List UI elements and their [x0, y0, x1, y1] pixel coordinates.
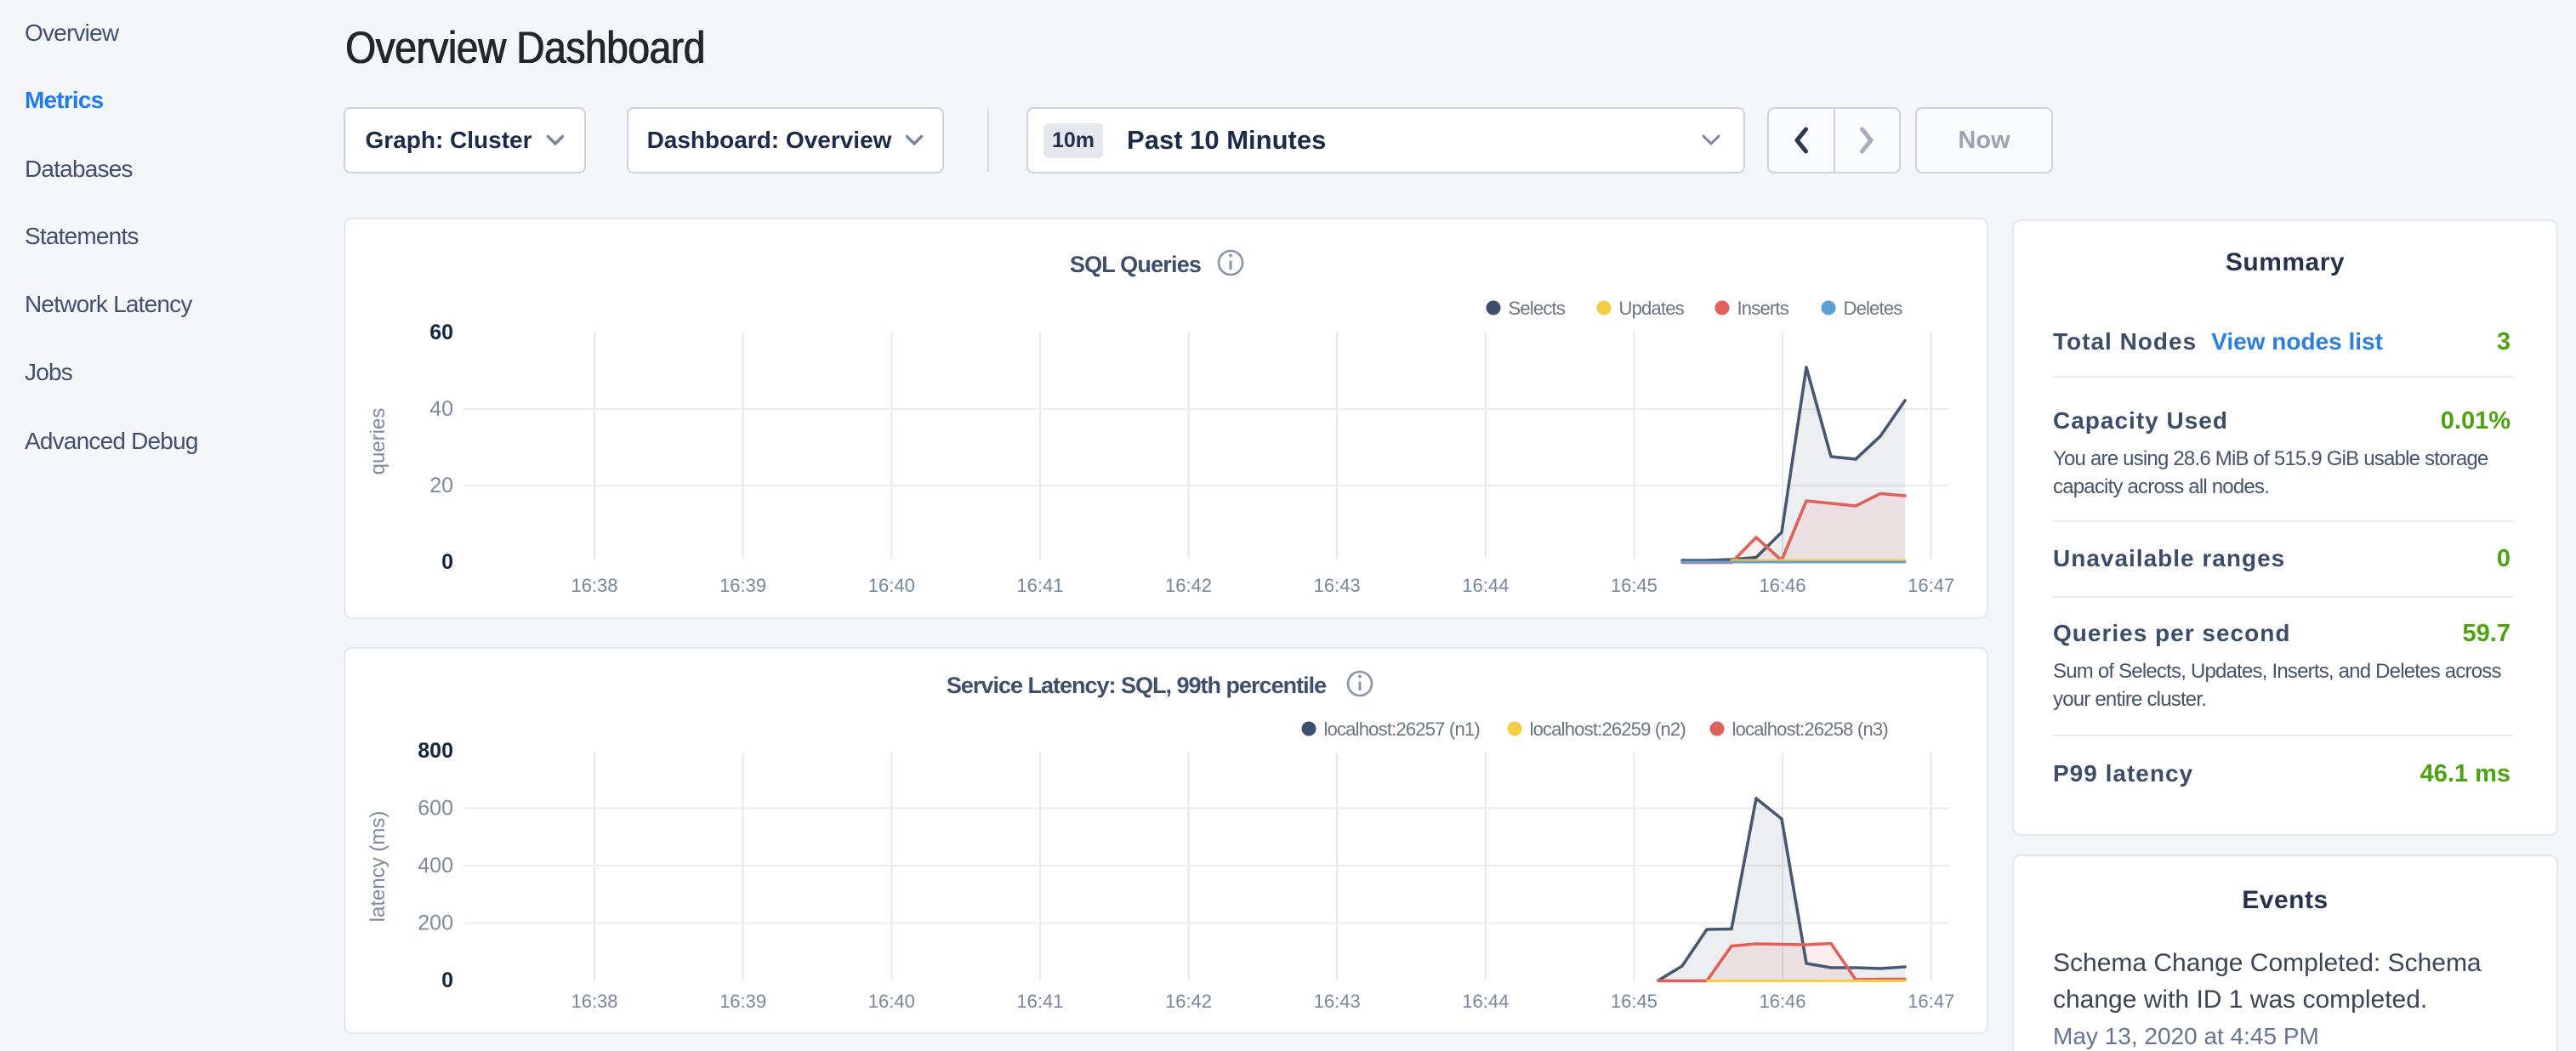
svg-text:16:44: 16:44: [1462, 991, 1509, 1012]
svg-text:16:42: 16:42: [1165, 575, 1212, 596]
svg-text:16:45: 16:45: [1611, 575, 1658, 596]
svg-text:16:46: 16:46: [1759, 991, 1805, 1012]
svg-text:16:42: 16:42: [1165, 991, 1212, 1012]
svg-text:16:39: 16:39: [719, 991, 766, 1012]
svg-text:200: 200: [418, 912, 453, 935]
svg-text:20: 20: [429, 474, 453, 497]
svg-text:localhost:26259 (n2): localhost:26259 (n2): [1530, 719, 1686, 740]
svg-text:400: 400: [418, 854, 453, 878]
svg-text:16:40: 16:40: [868, 991, 915, 1012]
svg-text:16:39: 16:39: [719, 575, 766, 596]
svg-text:Selects: Selects: [1509, 298, 1566, 319]
svg-text:16:43: 16:43: [1314, 575, 1361, 596]
svg-text:SQL Queries: SQL Queries: [1070, 252, 1201, 277]
svg-text:16:38: 16:38: [571, 575, 617, 596]
svg-text:16:40: 16:40: [868, 575, 915, 596]
svg-text:Inserts: Inserts: [1737, 298, 1789, 319]
svg-text:0: 0: [441, 969, 453, 992]
svg-text:16:41: 16:41: [1016, 575, 1063, 596]
svg-text:latency (ms): latency (ms): [367, 811, 390, 923]
svg-text:800: 800: [418, 739, 453, 763]
svg-text:16:47: 16:47: [1908, 575, 1954, 596]
svg-text:60: 60: [429, 321, 453, 344]
svg-text:16:38: 16:38: [571, 991, 617, 1012]
svg-text:16:45: 16:45: [1611, 991, 1658, 1012]
svg-text:localhost:26258 (n3): localhost:26258 (n3): [1732, 719, 1888, 740]
svg-text:16:41: 16:41: [1016, 991, 1063, 1012]
svg-text:Service Latency: SQL, 99th per: Service Latency: SQL, 99th percentile: [947, 673, 1327, 698]
svg-text:600: 600: [418, 797, 453, 821]
svg-text:Updates: Updates: [1619, 298, 1685, 319]
svg-text:16:47: 16:47: [1908, 991, 1954, 1012]
svg-text:localhost:26257 (n1): localhost:26257 (n1): [1324, 719, 1480, 740]
svg-text:queries: queries: [367, 408, 390, 475]
svg-text:40: 40: [429, 397, 453, 421]
svg-text:0: 0: [441, 550, 453, 574]
svg-text:16:46: 16:46: [1759, 575, 1805, 596]
svg-text:16:43: 16:43: [1314, 991, 1361, 1012]
svg-text:16:44: 16:44: [1462, 575, 1509, 596]
svg-text:Deletes: Deletes: [1844, 298, 1903, 319]
